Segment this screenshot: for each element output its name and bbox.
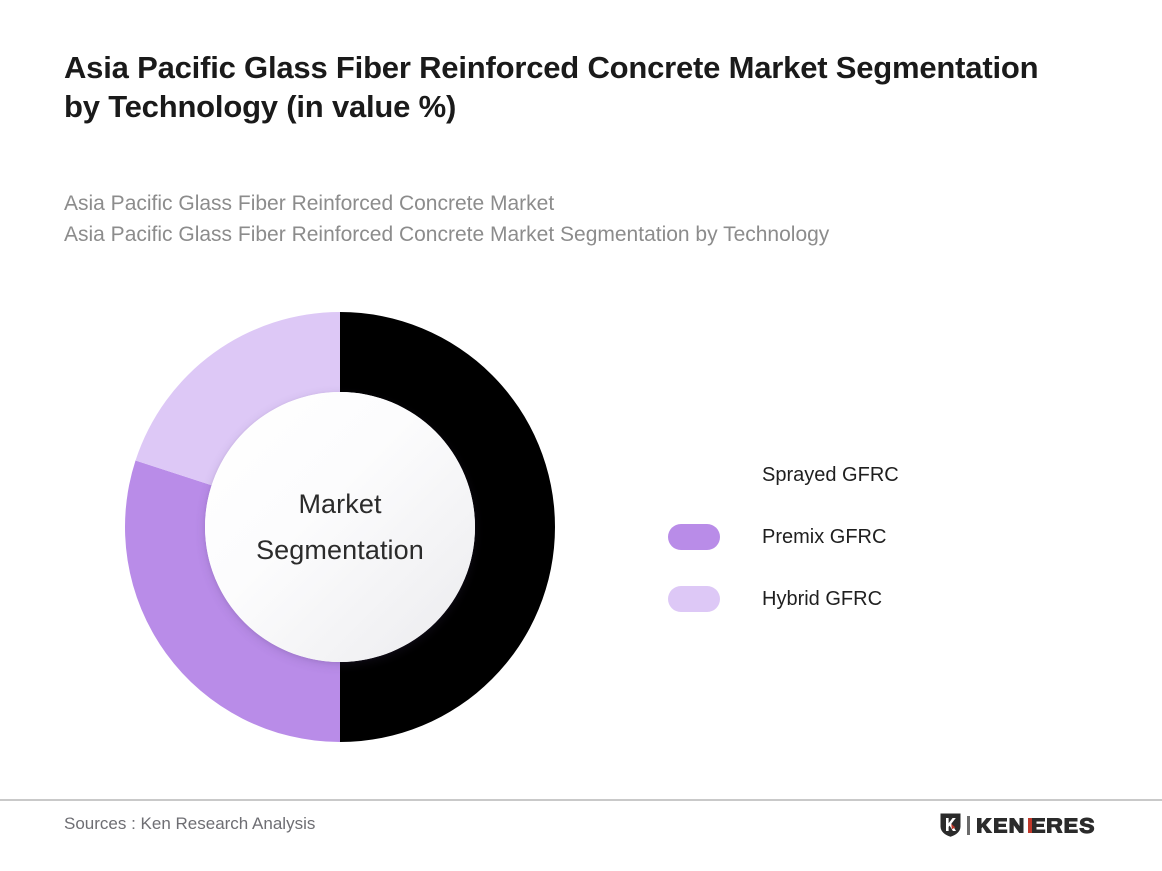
donut-slices xyxy=(124,312,555,742)
chart-legend: Sprayed GFRC Premix GFRC Hybrid GFRC xyxy=(668,444,899,630)
donut-center-line-1: Market xyxy=(298,488,382,519)
legend-item-hybrid-gfrc[interactable]: Hybrid GFRC xyxy=(668,568,899,630)
donut-center-line-2: Segmentation xyxy=(256,535,424,565)
donut-center: Market Segmentation xyxy=(205,392,475,662)
page-title: Asia Pacific Glass Fiber Reinforced Conc… xyxy=(64,50,1039,125)
subtitle-block: Asia Pacific Glass Fiber Reinforced Conc… xyxy=(64,188,1104,250)
legend-item-premix-gfrc[interactable]: Premix GFRC xyxy=(668,506,899,568)
donut-slice-2[interactable] xyxy=(135,312,340,486)
ken-research-wordmark xyxy=(977,817,1095,834)
footer-divider xyxy=(0,799,1162,801)
legend-swatch-icon xyxy=(668,462,720,488)
sources-text: Sources : Ken Research Analysis xyxy=(64,814,316,833)
legend-label: Sprayed GFRC xyxy=(762,463,899,486)
legend-label: Premix GFRC xyxy=(762,525,887,548)
legend-swatch-icon xyxy=(668,524,720,550)
donut-svg xyxy=(124,312,555,742)
donut-slice-0[interactable] xyxy=(340,312,555,742)
donut-chart: Market Segmentation xyxy=(124,312,555,742)
ken-research-logo xyxy=(939,810,1098,840)
subtitle-line-1: Asia Pacific Glass Fiber Reinforced Conc… xyxy=(64,192,555,215)
ken-research-badge-icon xyxy=(940,813,961,837)
legend-swatch-icon xyxy=(668,586,720,612)
donut-slice-1[interactable] xyxy=(124,460,340,742)
logo-divider xyxy=(967,815,970,835)
legend-label: Hybrid GFRC xyxy=(762,587,883,610)
legend-item-sprayed-gfrc[interactable]: Sprayed GFRC xyxy=(668,444,899,506)
subtitle-line-2: Asia Pacific Glass Fiber Reinforced Conc… xyxy=(64,223,830,247)
